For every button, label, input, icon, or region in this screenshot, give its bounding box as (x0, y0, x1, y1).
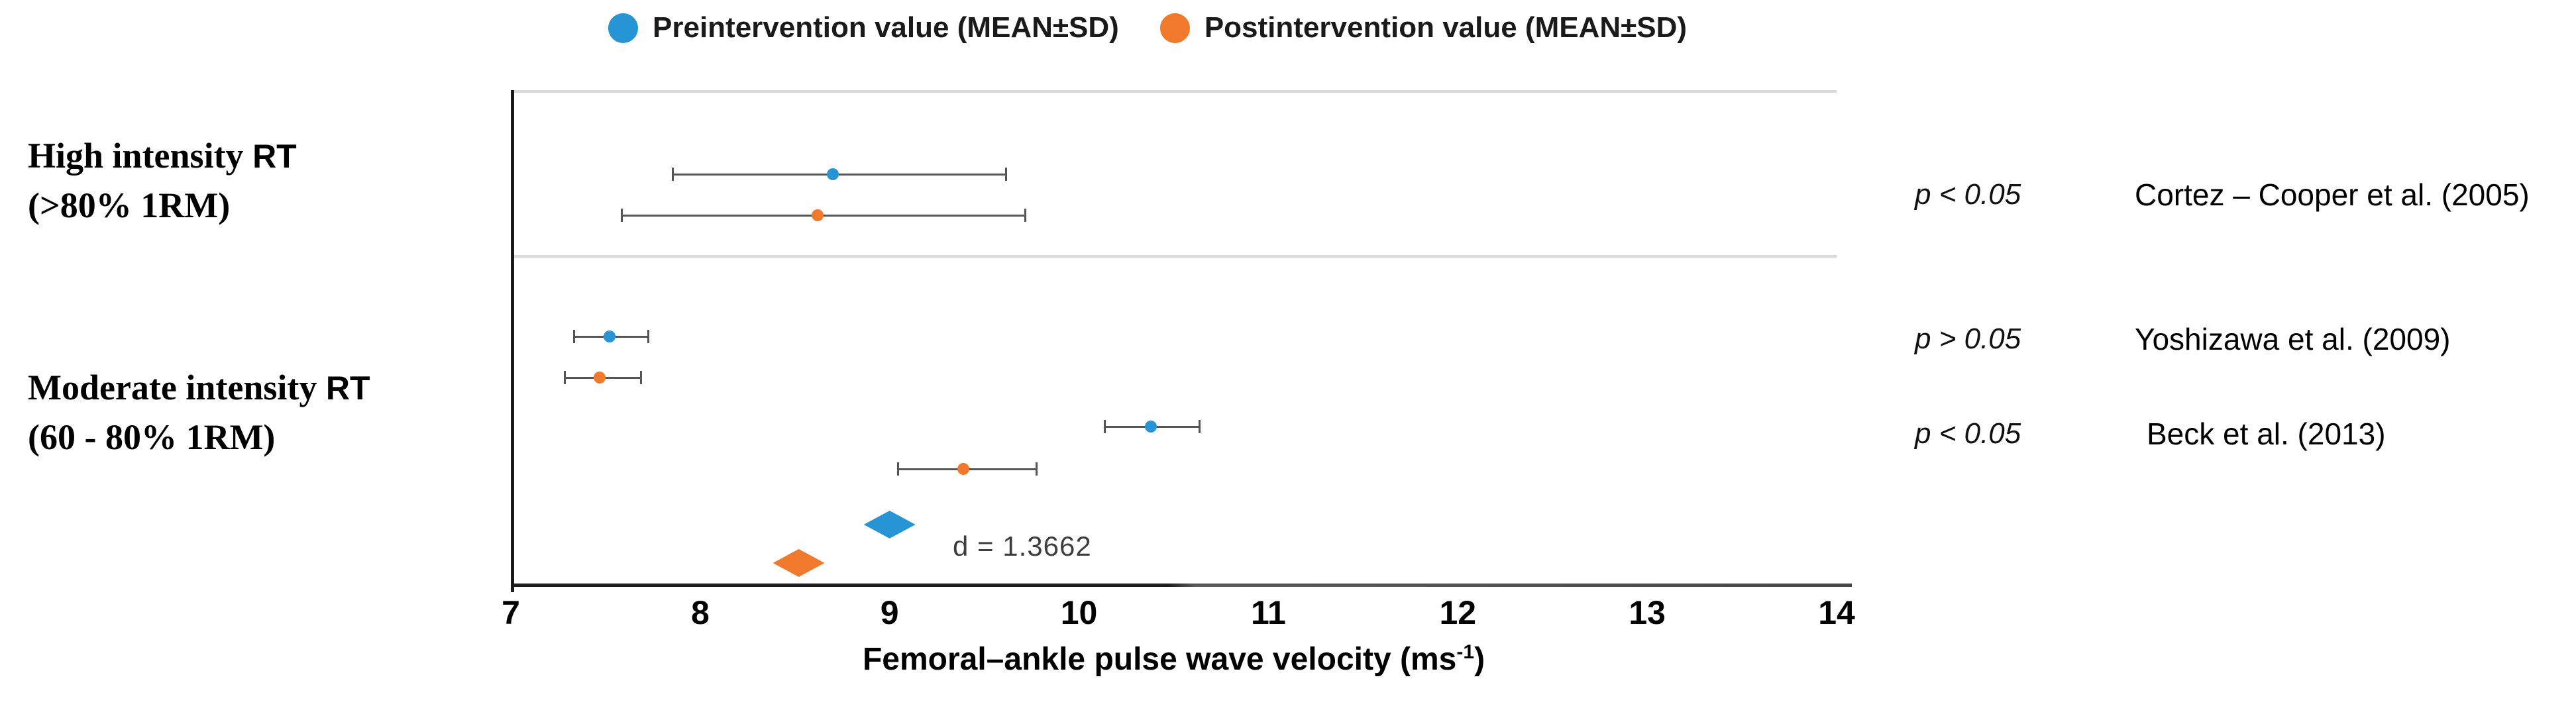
legend-item-postintervention: Postintervention value (MEAN±SD) (1159, 11, 1688, 44)
x-axis-title-superscript: -1 (1456, 641, 1475, 663)
study2-p-value: p > 0.05 (1915, 323, 2021, 355)
x-axis-title-close: ) (1474, 642, 1485, 677)
x-tick-label-12: 12 (1439, 594, 1477, 631)
x-axis-title-text: Femoral–ankle pulse wave velocity (ms (862, 642, 1457, 677)
pre-summary-diamond (863, 511, 916, 538)
y-axis-line (511, 90, 514, 592)
x-tick-label-9: 9 (880, 594, 899, 631)
plot-area: d = 1.3662 (511, 90, 1852, 592)
x-tick-label-13: 13 (1629, 594, 1666, 631)
study1-pre-error-bar (671, 168, 1008, 181)
chart-legend: Preintervention value (MEAN±SD) Postinte… (608, 11, 1687, 45)
study3-pre-marker (1145, 421, 1157, 433)
x-tick-label-10: 10 (1060, 594, 1098, 631)
x-axis-title: Femoral–ankle pulse wave velocity (ms-1) (511, 641, 1837, 678)
group-label-moderate-intensity: Moderate intensity RT (60 - 80% 1RM) (28, 363, 370, 462)
group-label-moderate-intensity-line1: Moderate intensity RT (28, 368, 370, 407)
postintervention-dot-icon (1159, 13, 1190, 43)
postintervention-legend-label: Postintervention value (MEAN±SD) (1204, 11, 1688, 44)
study1-pre-error-bar-line (673, 173, 1006, 176)
study3-p-value: p < 0.05 (1915, 417, 2021, 450)
preintervention-legend-label: Preintervention value (MEAN±SD) (653, 11, 1119, 44)
x-tick-label-14: 14 (1818, 594, 1855, 631)
section-divider-gridline (511, 255, 1837, 258)
study2-post-marker (594, 372, 606, 383)
x-tick-label-7: 7 (502, 594, 520, 631)
study1-post-marker (812, 209, 824, 221)
x-axis-line (511, 584, 1852, 587)
x-tick-label-11: 11 (1250, 594, 1286, 631)
x-tick-label-8: 8 (690, 594, 710, 631)
effect-size-label: d = 1.3662 (953, 531, 1092, 562)
group-label-moderate-intensity-line2: (60 - 80% 1RM) (28, 417, 276, 457)
plot-top-gridline (511, 90, 1837, 93)
preintervention-dot-icon (608, 13, 638, 43)
study1-p-value: p < 0.05 (1915, 178, 2021, 211)
group-label-high-intensity-line1: High intensity RT (28, 136, 297, 176)
study1-citation: Cortez – Cooper et al. (2005) (2135, 178, 2530, 212)
study3-citation: Beck et al. (2013) (2147, 417, 2386, 451)
study2-pre-marker (603, 331, 616, 342)
legend-item-preintervention: Preintervention value (MEAN±SD) (608, 11, 1119, 44)
study3-post-marker (957, 463, 970, 475)
group-label-high-intensity: High intensity RT (>80% 1RM) (28, 131, 297, 230)
study2-citation: Yoshizawa et al. (2009) (2135, 322, 2451, 356)
study1-pre-marker (826, 168, 839, 180)
post-summary-diamond (773, 549, 825, 577)
group-label-high-intensity-line2: (>80% 1RM) (28, 185, 231, 225)
